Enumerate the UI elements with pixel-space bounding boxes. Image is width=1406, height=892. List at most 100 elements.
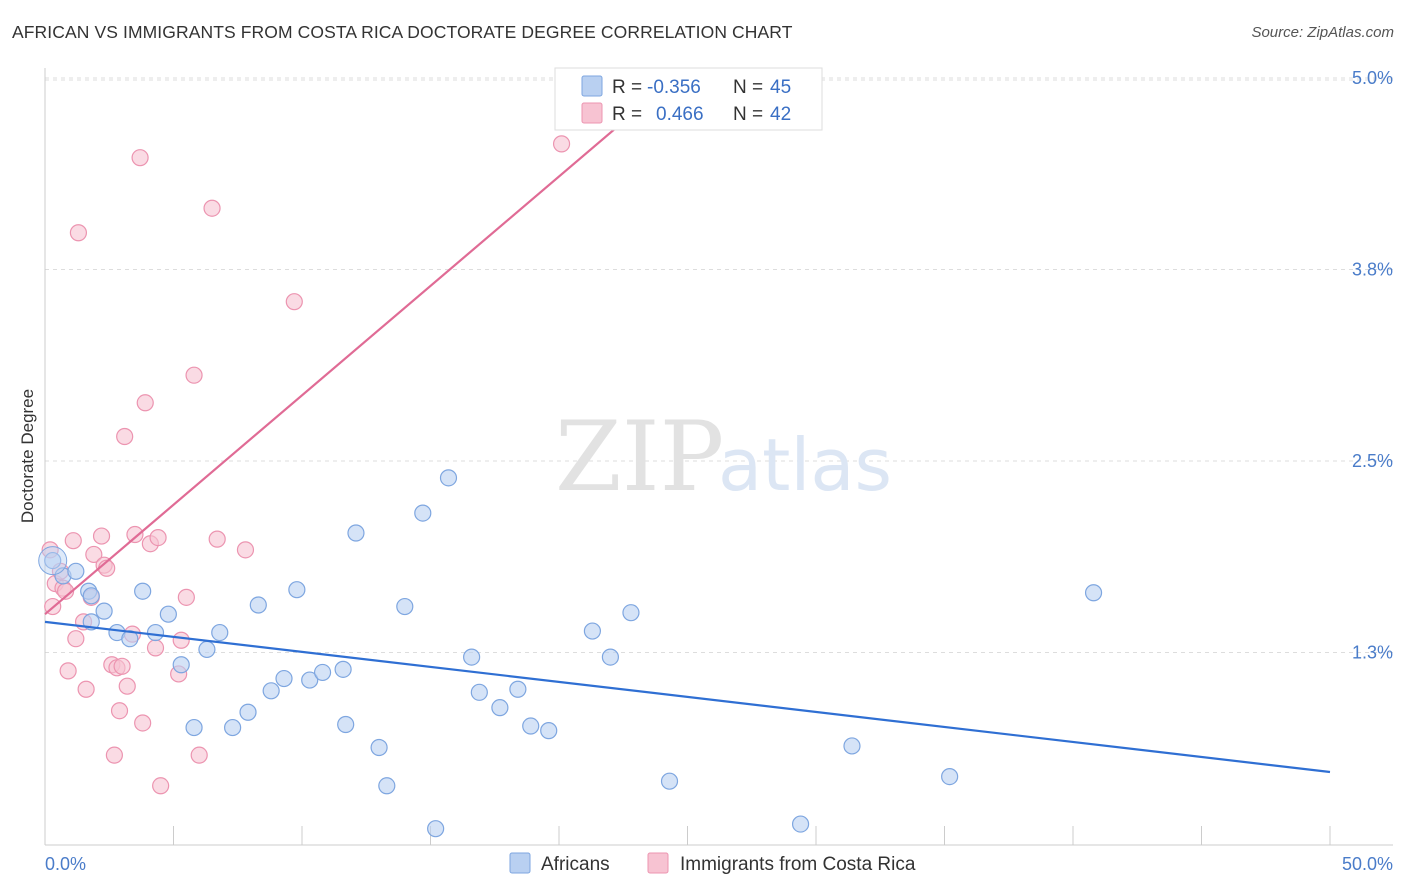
watermark: ZIP atlas [555, 401, 892, 513]
blue-point [239, 703, 257, 721]
blue-point [172, 656, 190, 674]
legend-swatch-blue [581, 75, 603, 97]
bottom-legend-label-africans: Africans [541, 854, 610, 875]
blue-point [337, 715, 355, 734]
trend-lines [44, 77, 1331, 774]
legend-r-label-blue: R = [612, 77, 642, 98]
pink-series [41, 135, 571, 795]
blue-point [396, 597, 414, 616]
pink-point [203, 199, 221, 217]
blue-point [540, 722, 558, 740]
pink-point [177, 588, 195, 606]
legend-n-value-blue: 45 [770, 77, 791, 98]
pink-point [126, 525, 144, 544]
pink-point [190, 746, 208, 764]
bottom-legend-swatch-blue [509, 852, 531, 874]
bottom-legend-label-costa-rica: Immigrants from Costa Rica [680, 854, 916, 875]
blue-point [347, 524, 365, 542]
y-axis-label: Doctorate Degree [18, 389, 37, 523]
blue-point [301, 671, 319, 689]
blue-point [509, 680, 527, 698]
pink-point [149, 528, 167, 547]
y-tick-label: 3.8% [1352, 260, 1393, 280]
legend-swatch-pink [581, 102, 603, 124]
blue-point [249, 596, 267, 614]
pink-point [113, 657, 131, 675]
blue-point [185, 718, 203, 737]
y-tick-label: 5.0% [1352, 68, 1393, 88]
blue-point [601, 648, 620, 666]
pink-point [136, 394, 154, 412]
blue-point [275, 669, 293, 688]
legend-n-label-blue: N = [733, 77, 763, 98]
blue-point [134, 582, 152, 600]
pink-point [208, 530, 226, 548]
pink-point [552, 135, 571, 153]
blue-point [843, 737, 861, 755]
blue-point [198, 640, 216, 659]
legend-r-value-blue: -0.356 [647, 77, 701, 98]
pink-point [285, 293, 303, 311]
y-tick-label: 2.5% [1352, 451, 1393, 471]
pink-point [59, 662, 77, 680]
pink-point [92, 527, 111, 545]
blue-point [370, 738, 388, 757]
pink-point [77, 680, 95, 698]
blue-point [414, 504, 432, 522]
blue-point [791, 815, 810, 833]
blue-point [67, 562, 85, 580]
axes: 1.3% 2.5% 3.8% 5.0% [44, 68, 1393, 846]
pink-point [134, 714, 152, 732]
blue-point [583, 622, 602, 640]
pink-point [152, 777, 170, 795]
trend-line-costa-rica [44, 77, 676, 616]
grid [45, 77, 1393, 653]
pink-point [64, 532, 82, 550]
blue-point [522, 717, 540, 735]
blue-point [38, 546, 68, 576]
pink-point [185, 366, 203, 384]
pink-point [67, 630, 85, 648]
blue-point [82, 587, 100, 605]
chart-title: AFRICAN VS IMMIGRANTS FROM COSTA RICA DO… [12, 22, 793, 42]
pink-point [236, 541, 255, 559]
watermark-zip: ZIP [555, 401, 724, 513]
pink-point [110, 702, 129, 720]
pink-point [116, 427, 134, 446]
bottom-legend: Africans Immigrants from Costa Rica [509, 852, 916, 875]
blue-point [334, 660, 352, 678]
x-tick-label-min: 0.0% [45, 854, 86, 874]
x-tick-label-max: 50.0% [1342, 854, 1393, 874]
pink-point [69, 224, 88, 242]
blue-point [288, 581, 306, 599]
blue-point [211, 623, 229, 642]
blue-point [470, 683, 488, 701]
pink-point [85, 545, 103, 564]
legend-n-value-pink: 42 [770, 104, 791, 125]
blue-point [224, 718, 242, 737]
top-legend: R = -0.356 N = 45 R = 0.466 N = 42 [554, 67, 823, 131]
y-tick-label: 1.3% [1352, 643, 1393, 663]
trend-line-africans [44, 620, 1331, 774]
source-label: Source: ZipAtlas.com [1251, 24, 1394, 41]
blue-point [313, 663, 332, 682]
blue-point [622, 604, 640, 622]
watermark-atlas: atlas [718, 423, 892, 507]
blue-point [660, 772, 679, 790]
blue-point [146, 623, 165, 642]
pink-point [146, 639, 165, 657]
blue-point [44, 551, 62, 570]
blue-point [439, 469, 458, 487]
pink-point [118, 677, 136, 695]
pink-point [172, 631, 190, 649]
blue-point [491, 699, 509, 717]
blue-series [38, 469, 1103, 838]
blue-point [95, 602, 113, 620]
legend-r-value-pink: 0.466 [656, 104, 704, 125]
blue-point [1084, 584, 1103, 602]
blue-point [159, 605, 177, 623]
blue-point [262, 682, 280, 700]
pink-point [131, 149, 149, 167]
legend-r-label-pink: R = [612, 104, 642, 125]
